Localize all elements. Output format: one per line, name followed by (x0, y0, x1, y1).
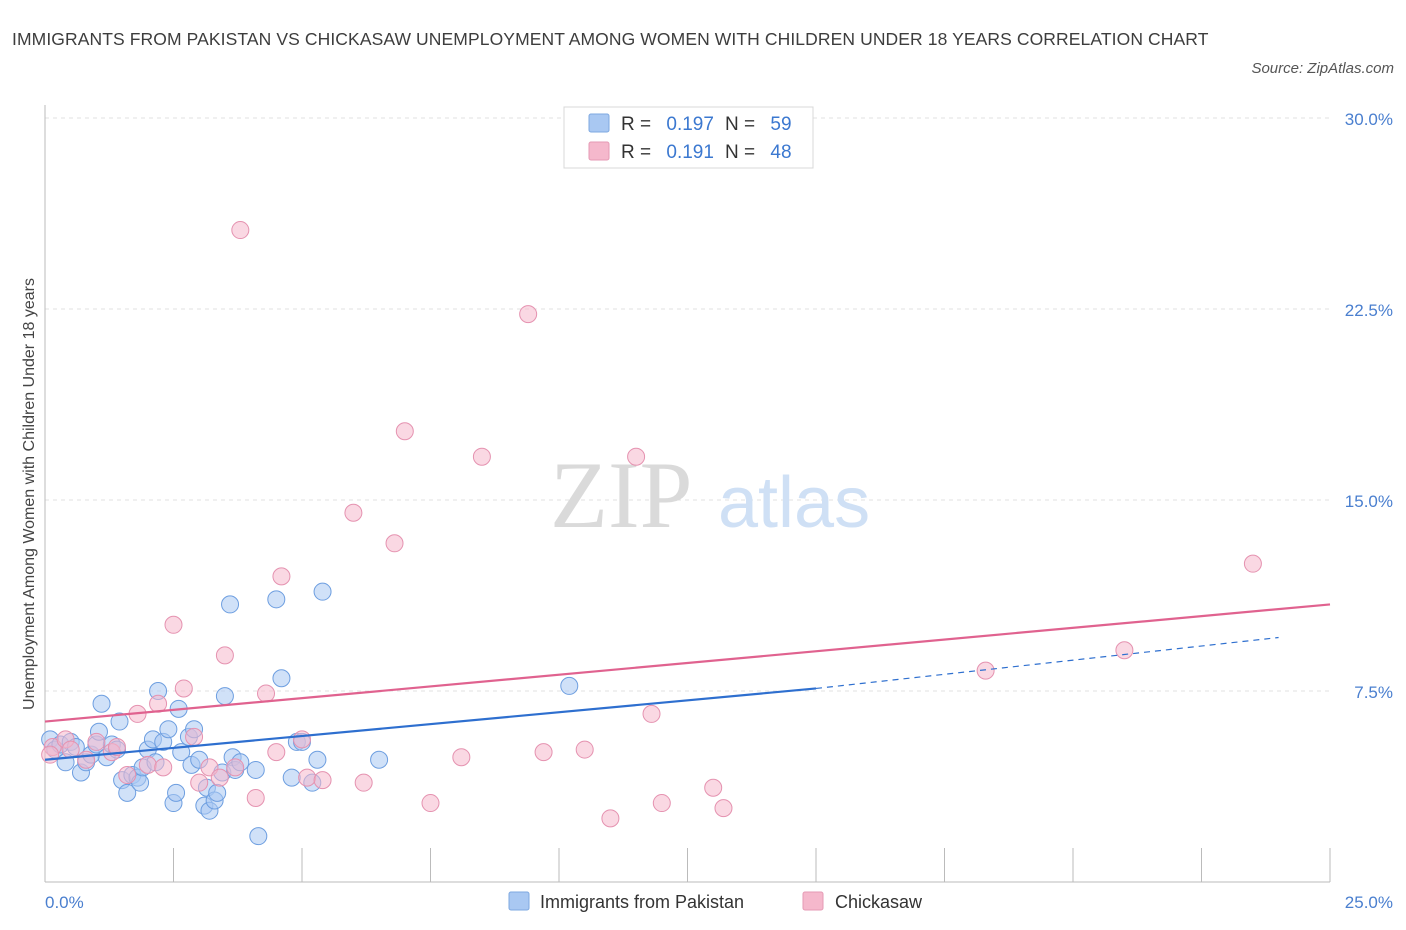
pakistan-point-49 (267, 590, 286, 609)
watermark: ZIP atlas (550, 442, 870, 548)
chickasaw-point-20 (246, 788, 265, 807)
x-tick-label-max: 25.0% (1345, 893, 1393, 912)
trend-line-pakistan (44, 687, 817, 761)
pakistan-point-57 (370, 750, 389, 769)
chickasaw-point-10 (154, 758, 173, 777)
chickasaw-point-11 (164, 615, 183, 634)
chickasaw-point-21 (257, 684, 276, 703)
chickasaw-point-23 (272, 567, 291, 586)
y-axis-label: Unemployment Among Women with Children U… (21, 278, 38, 710)
chickasaw-point-38 (627, 447, 646, 466)
chickasaw-point-12 (174, 679, 193, 698)
pakistan-point-43 (221, 595, 240, 614)
legend-n-label-1: N = (725, 114, 760, 135)
chickasaw-point-28 (354, 773, 373, 792)
bottom-legend-swatch-chickasaw (802, 891, 824, 911)
chickasaw-point-24 (293, 730, 311, 749)
legend-swatch-chickasaw (588, 141, 610, 161)
chickasaw-point-37 (601, 809, 620, 828)
chickasaw-point-4 (87, 732, 106, 751)
svg-text:N = 59: N = 59 (725, 114, 792, 135)
chickasaw-point-44 (1115, 641, 1134, 660)
pakistan-point-27 (159, 720, 178, 739)
y-tick-label-3: 30.0% (1345, 110, 1393, 129)
watermark-zip: ZIP (550, 442, 693, 548)
bottom-legend-swatch-pakistan (508, 891, 530, 911)
chickasaw-point-31 (421, 794, 440, 813)
chickasaw-point-13 (185, 727, 204, 746)
trend-line-chickasaw (44, 603, 1331, 723)
chickasaw-point-47 (107, 738, 126, 757)
chickasaw-point-16 (210, 768, 229, 787)
chickasaw-point-36 (575, 740, 594, 759)
pakistan-point-50 (272, 669, 291, 688)
chickasaw-point-19 (231, 221, 250, 240)
pakistan-point-58 (560, 676, 579, 695)
pakistan-point-42 (215, 687, 234, 706)
chickasaw-point-25 (298, 768, 317, 787)
y-tick-labels: 7.5% 15.0% 22.5% 30.0% (1345, 110, 1393, 702)
pakistan-point-51 (282, 768, 301, 787)
series-legend: Immigrants from Pakistan Chickasaw (508, 891, 923, 912)
chickasaw-point-8 (138, 755, 157, 774)
chickasaw-point-32 (452, 748, 471, 767)
chickasaw-point-17 (215, 646, 234, 665)
legend-r-label-2: R = (621, 142, 656, 163)
legend-r-value-1: 0.197 (666, 114, 714, 135)
chickasaw-point-33 (472, 447, 491, 466)
watermark-atlas: atlas (718, 463, 870, 543)
pakistan-point-54 (308, 750, 327, 769)
legend-n-value-1: 59 (770, 114, 791, 135)
y-tick-label-0: 7.5% (1354, 683, 1393, 702)
chickasaw-point-22 (267, 743, 286, 762)
x-tick-marks (173, 848, 1331, 882)
pakistan-point-55 (313, 582, 332, 601)
pakistan-point-47 (246, 760, 265, 779)
legend-r-value-2: 0.191 (666, 142, 714, 163)
y-tick-label-2: 22.5% (1345, 301, 1393, 320)
svg-text:R = 0.197: R = 0.197 (621, 114, 714, 135)
chickasaw-point-40 (652, 794, 671, 813)
chickasaw-point-29 (385, 534, 404, 553)
pakistan-point-11 (92, 694, 111, 713)
legend-swatch-pakistan (588, 113, 610, 133)
chickasaw-point-41 (704, 778, 723, 797)
svg-text:N = 48: N = 48 (725, 142, 792, 163)
y-tick-label-1: 15.0% (1345, 492, 1393, 511)
chickasaw-point-26 (313, 771, 332, 790)
pakistan-point-17 (118, 783, 137, 802)
chickasaw-point-27 (344, 503, 363, 522)
pakistan-point-29 (167, 783, 186, 802)
pakistan-point-48 (249, 827, 268, 846)
chickasaw-point-39 (642, 704, 661, 723)
pakistan-point-15 (110, 712, 129, 731)
legend-n-value-2: 48 (770, 142, 791, 163)
chickasaw-point-3 (77, 750, 96, 769)
chart-title: IMMIGRANTS FROM PAKISTAN VS CHICKASAW UN… (12, 29, 1209, 49)
chickasaw-point-43 (976, 661, 995, 680)
trend-line-pakistan-extension (815, 636, 1279, 690)
chart-source: Source: ZipAtlas.com (1251, 60, 1394, 77)
chickasaw-point-42 (714, 799, 733, 818)
chickasaw-point-14 (190, 773, 209, 792)
chickasaw-point-2 (61, 740, 80, 759)
chickasaw-point-46 (41, 745, 60, 764)
chickasaw-point-34 (519, 305, 538, 324)
pakistan-point-40 (208, 783, 227, 802)
x-tick-label-min: 0.0% (45, 893, 84, 912)
legend-n-label-2: N = (725, 142, 760, 163)
bottom-legend-label-chickasaw: Chickasaw (835, 892, 923, 912)
bottom-legend-label-pakistan: Immigrants from Pakistan (540, 892, 744, 912)
legend-r-label-1: R = (621, 114, 656, 135)
svg-text:R = 0.191: R = 0.191 (621, 142, 714, 163)
chickasaw-point-6 (118, 766, 137, 785)
chickasaw-point-18 (226, 758, 245, 777)
chickasaw-point-35 (534, 743, 553, 762)
stats-legend: R = 0.197 N = 59 R = 0.191 N = 48 (563, 106, 814, 169)
chickasaw-point-45 (1243, 554, 1262, 573)
chickasaw-point-30 (395, 422, 414, 441)
trend-lines (44, 603, 1331, 761)
